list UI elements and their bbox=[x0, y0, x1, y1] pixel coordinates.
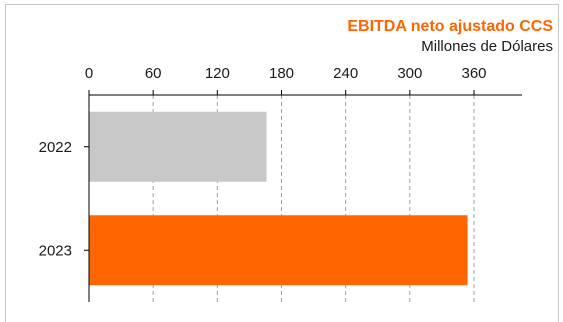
tick-label-x-240: 240 bbox=[333, 65, 358, 82]
tick-label-x-0: 0 bbox=[85, 65, 93, 82]
tick-label-x-60: 60 bbox=[145, 65, 162, 82]
bar-2023 bbox=[89, 215, 468, 286]
category-label-2023: 2023 bbox=[39, 242, 72, 259]
tick-label-x-120: 120 bbox=[205, 65, 230, 82]
tick-labels: 0 60 120 180 240 300 360 2022 2023 bbox=[39, 65, 487, 259]
bars bbox=[89, 111, 468, 286]
tick-label-x-180: 180 bbox=[269, 65, 294, 82]
bar-2022 bbox=[89, 111, 267, 182]
category-label-2022: 2022 bbox=[39, 139, 72, 156]
tick-label-x-300: 300 bbox=[397, 65, 422, 82]
tick-label-x-360: 360 bbox=[461, 65, 486, 82]
chart-subtitle: Millones de Dólares bbox=[421, 38, 553, 55]
chart-title: EBITDA neto ajustado CCS bbox=[347, 18, 553, 35]
axes bbox=[84, 90, 522, 302]
